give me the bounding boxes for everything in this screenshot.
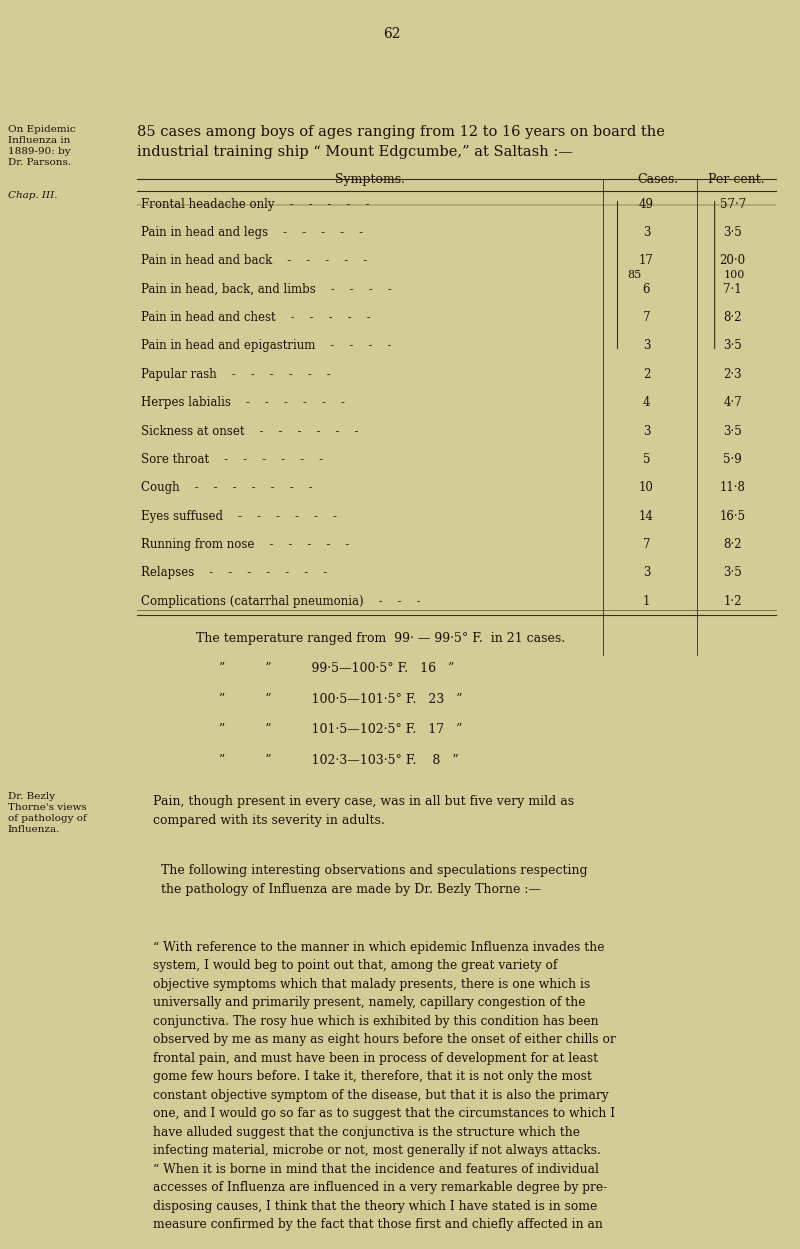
Text: 6: 6 — [642, 282, 650, 296]
Text: 3: 3 — [642, 340, 650, 352]
Text: On Epidemic: On Epidemic — [8, 125, 75, 135]
Text: 3·5: 3·5 — [723, 226, 742, 239]
Text: 11·8: 11·8 — [720, 481, 746, 495]
Text: Pain in head and back    -    -    -    -    -: Pain in head and back - - - - - — [141, 255, 367, 267]
Text: 2: 2 — [643, 367, 650, 381]
Text: Dr. Bezly: Dr. Bezly — [8, 792, 55, 801]
Text: Complications (catarrhal pneumonia)    -    -    -: Complications (catarrhal pneumonia) - - … — [141, 595, 421, 608]
Text: 16·5: 16·5 — [720, 510, 746, 522]
Text: 85 cases among boys of ages ranging from 12 to 16 years on board the
industrial : 85 cases among boys of ages ranging from… — [137, 125, 665, 159]
Text: 4: 4 — [642, 396, 650, 410]
Text: Pain in head and legs    -    -    -    -    -: Pain in head and legs - - - - - — [141, 226, 363, 239]
Text: 3·5: 3·5 — [723, 340, 742, 352]
Text: 2·3: 2·3 — [723, 367, 742, 381]
Text: Chap. III.: Chap. III. — [8, 191, 58, 200]
Text: 14: 14 — [639, 510, 654, 522]
Text: Pain in head, back, and limbs    -    -    -    -: Pain in head, back, and limbs - - - - — [141, 282, 392, 296]
Text: Pain, though present in every case, was in all but five very mild as
compared wi: Pain, though present in every case, was … — [153, 796, 574, 828]
Text: ”          ”          99·5—100·5° F.   16   ”: ” ” 99·5—100·5° F. 16 ” — [219, 662, 454, 676]
Text: Thorne's views: Thorne's views — [8, 803, 86, 812]
Text: 8·2: 8·2 — [723, 311, 742, 323]
Text: 85: 85 — [627, 270, 641, 280]
Text: Running from nose    -    -    -    -    -: Running from nose - - - - - — [141, 538, 350, 551]
Text: The following interesting observations and speculations respecting
the pathology: The following interesting observations a… — [161, 864, 587, 897]
Text: Herpes labialis    -    -    -    -    -    -: Herpes labialis - - - - - - — [141, 396, 345, 410]
Text: 57·7: 57·7 — [719, 197, 746, 211]
Text: Per cent.: Per cent. — [708, 172, 765, 186]
Text: 7: 7 — [642, 311, 650, 323]
Text: Pain in head and epigastrium    -    -    -    -: Pain in head and epigastrium - - - - — [141, 340, 391, 352]
Text: 3·5: 3·5 — [723, 425, 742, 437]
Text: Sore throat    -    -    -    -    -    -: Sore throat - - - - - - — [141, 453, 323, 466]
Text: ”          ”          102·3—103·5° F.    8   ”: ” ” 102·3—103·5° F. 8 ” — [219, 754, 459, 767]
Text: 7·1: 7·1 — [723, 282, 742, 296]
Text: Pain in head and chest    -    -    -    -    -: Pain in head and chest - - - - - — [141, 311, 370, 323]
Text: 1: 1 — [643, 595, 650, 608]
Text: Symptoms.: Symptoms. — [335, 172, 406, 186]
Text: “ With reference to the manner in which epidemic Influenza invades the
system, I: “ With reference to the manner in which … — [153, 940, 615, 1232]
Text: 5: 5 — [642, 453, 650, 466]
Text: Frontal headache only    -    -    -    -    -: Frontal headache only - - - - - — [141, 197, 370, 211]
Text: Eyes suffused    -    -    -    -    -    -: Eyes suffused - - - - - - — [141, 510, 337, 522]
Text: 17: 17 — [639, 255, 654, 267]
Text: Papular rash    -    -    -    -    -    -: Papular rash - - - - - - — [141, 367, 331, 381]
Text: 3: 3 — [642, 226, 650, 239]
Text: 3: 3 — [642, 425, 650, 437]
Text: of pathology of: of pathology of — [8, 814, 86, 823]
Text: Influenza in: Influenza in — [8, 136, 70, 145]
Text: Cases.: Cases. — [638, 172, 679, 186]
Text: 8·2: 8·2 — [723, 538, 742, 551]
Text: Influenza.: Influenza. — [8, 824, 60, 834]
Text: ”          ”          100·5—101·5° F.   23   ”: ” ” 100·5—101·5° F. 23 ” — [219, 693, 463, 706]
Text: 3·5: 3·5 — [723, 566, 742, 580]
Text: 100: 100 — [724, 270, 746, 280]
Text: The temperature ranged from  99· — 99·5° F.  in 21 cases.: The temperature ranged from 99· — 99·5° … — [196, 632, 565, 644]
Text: 49: 49 — [639, 197, 654, 211]
Text: 62: 62 — [383, 27, 401, 41]
Text: 20·0: 20·0 — [720, 255, 746, 267]
Text: 1·2: 1·2 — [723, 595, 742, 608]
Text: 3: 3 — [642, 566, 650, 580]
Text: 7: 7 — [642, 538, 650, 551]
Text: 1889-90: by: 1889-90: by — [8, 147, 70, 156]
Text: 5·9: 5·9 — [723, 453, 742, 466]
Text: Dr. Parsons.: Dr. Parsons. — [8, 159, 71, 167]
Text: ”          ”          101·5—102·5° F.   17   ”: ” ” 101·5—102·5° F. 17 ” — [219, 723, 462, 737]
Text: Relapses    -    -    -    -    -    -    -: Relapses - - - - - - - — [141, 566, 327, 580]
Text: Sickness at onset    -    -    -    -    -    -: Sickness at onset - - - - - - — [141, 425, 358, 437]
Text: 10: 10 — [639, 481, 654, 495]
Text: Cough    -    -    -    -    -    -    -: Cough - - - - - - - — [141, 481, 313, 495]
Text: 4·7: 4·7 — [723, 396, 742, 410]
